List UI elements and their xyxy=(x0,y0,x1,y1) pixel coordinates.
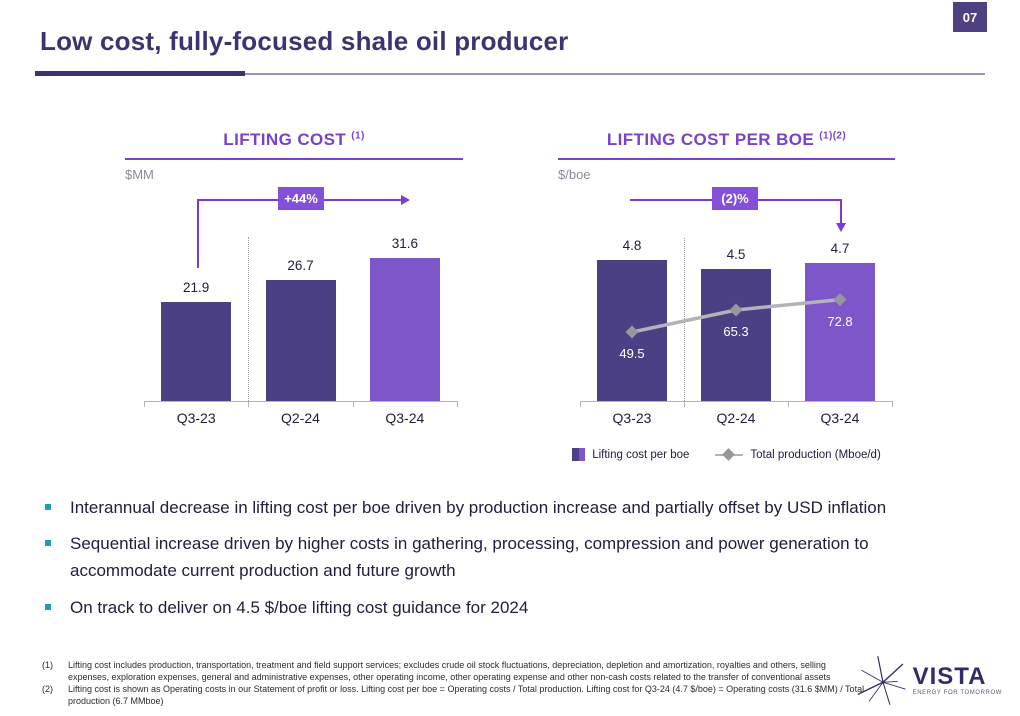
bullet-square-icon xyxy=(45,504,51,510)
category-label: Q3-24 xyxy=(820,410,860,426)
line-marker-icon xyxy=(715,447,744,461)
footnote: (1) Lifting cost includes production, tr… xyxy=(42,660,867,683)
chart-title-footnote-ref: (1)(2) xyxy=(819,130,847,142)
bar-value-label: 21.9 xyxy=(183,280,210,295)
list-item: On track to deliver on 4.5 $/boe lifting… xyxy=(40,594,975,621)
chart-unit-label: $/boe xyxy=(558,167,591,182)
chart-plot-area: 4.8 Q3-23 4.5 Q2-24 4.7 Q3-24 49.5 65.3 72.8 xyxy=(558,130,895,490)
x-axis-tick xyxy=(144,401,145,407)
category-label: Q2-24 xyxy=(716,410,756,426)
list-item: Interannual decrease in lifting cost per… xyxy=(40,494,975,521)
title-divider xyxy=(35,73,985,75)
chart-unit-label: $MM xyxy=(125,167,154,182)
chart-title-footnote-ref: (1) xyxy=(351,130,365,142)
bullet-square-icon xyxy=(45,603,51,610)
line-value-label: 65.3 xyxy=(723,324,749,340)
bar-value-label: 26.7 xyxy=(287,258,314,273)
annotation-arrow-right-icon xyxy=(401,195,410,205)
bar xyxy=(597,260,667,401)
page-title: Low cost, fully-focused shale oil produc… xyxy=(40,26,569,56)
x-axis-line xyxy=(580,401,892,402)
page-number-badge: 07 xyxy=(953,2,987,32)
annotation-arrow-down-icon xyxy=(836,223,846,232)
legend-item-lifting-cost: Lifting cost per boe xyxy=(572,448,689,461)
footnote-text: Lifting cost includes production, transp… xyxy=(68,660,831,682)
bar-value-label: 4.7 xyxy=(830,241,850,256)
period-separator-line xyxy=(248,237,250,401)
title-divider-accent xyxy=(35,71,245,76)
x-axis-tick xyxy=(892,401,893,407)
bullet-text: Interannual decrease in lifting cost per… xyxy=(70,498,887,517)
legend-label: Total production (Mboe/d) xyxy=(750,448,881,461)
x-axis-tick xyxy=(788,401,789,407)
bar xyxy=(265,280,336,401)
category-label: Q2-24 xyxy=(281,410,320,426)
footnote-number: (1) xyxy=(42,660,53,670)
bullet-text: On track to deliver on 4.5 $/boe lifting… xyxy=(70,597,529,617)
legend-item-total-production: Total production (Mboe/d) xyxy=(715,447,881,461)
lifting-cost-chart: LIFTING COST (1) $MM +44% 21.9 Q3-23 26.7 Q… xyxy=(125,130,463,490)
category-label: Q3-23 xyxy=(612,410,652,426)
vista-wordmark: VISTA ENERGY FOR TOMORROW xyxy=(912,663,1002,697)
logo-tagline: ENERGY FOR TOMORROW xyxy=(912,690,1002,696)
bar-swatch-icon xyxy=(572,448,586,461)
logo-name: VISTA xyxy=(912,663,987,690)
legend-label: Lifting cost per boe xyxy=(592,448,690,461)
footnote: (2) Lifting cost is shown as Operating c… xyxy=(42,684,867,707)
bullet-text: Sequential increase driven by higher cos… xyxy=(70,534,869,581)
line-value-label: 49.5 xyxy=(619,346,645,362)
annotation-badge: +44% xyxy=(278,187,324,210)
chart-legend: Lifting cost per boe Total production (M… xyxy=(558,447,895,461)
x-axis-tick xyxy=(352,401,354,407)
bar-value-label: 4.8 xyxy=(622,238,642,253)
bar-value-label: 4.5 xyxy=(726,247,746,262)
key-points-list: Interannual decrease in lifting cost per… xyxy=(40,494,975,630)
line-value-label: 72.8 xyxy=(827,313,853,329)
x-axis-tick xyxy=(684,401,685,407)
x-axis-tick xyxy=(580,401,581,407)
footnote-text: Lifting cost is shown as Operating costs… xyxy=(68,684,865,707)
annotation-line-vertical xyxy=(840,199,842,223)
category-label: Q3-24 xyxy=(385,410,425,426)
list-item: Sequential increase driven by higher cos… xyxy=(40,530,975,584)
chart-title: LIFTING COST (1) xyxy=(125,130,463,160)
bar xyxy=(805,263,875,401)
chart-title-text: LIFTING COST xyxy=(223,130,347,149)
category-label: Q3-23 xyxy=(176,410,216,426)
x-axis-line xyxy=(144,401,457,402)
footnotes: (1) Lifting cost includes production, tr… xyxy=(42,660,867,709)
x-axis-tick xyxy=(248,401,250,407)
bar xyxy=(161,302,232,401)
vista-logo: VISTA ENERGY FOR TOMORROW xyxy=(857,653,1002,708)
chart-title: LIFTING COST PER BOE (1)(2) xyxy=(558,130,895,160)
annotation-line-vertical xyxy=(197,200,199,268)
chart-plot-area: 21.9 Q3-23 26.7 Q2-24 31.6 Q3-24 xyxy=(125,130,463,490)
bar xyxy=(701,269,771,401)
lifting-cost-per-boe-chart: LIFTING COST PER BOE (1)(2) $/boe (2)% 4… xyxy=(558,130,895,490)
period-separator-line xyxy=(684,238,685,401)
bar-value-label: 31.6 xyxy=(391,236,418,251)
footnote-number: (2) xyxy=(42,684,53,695)
x-axis-tick xyxy=(457,401,458,407)
vista-starburst-icon xyxy=(857,656,906,705)
chart-title-text: LIFTING COST PER BOE xyxy=(606,130,815,149)
bullet-square-icon xyxy=(45,540,51,547)
annotation-badge: (2)% xyxy=(712,187,758,210)
bar xyxy=(369,258,440,401)
